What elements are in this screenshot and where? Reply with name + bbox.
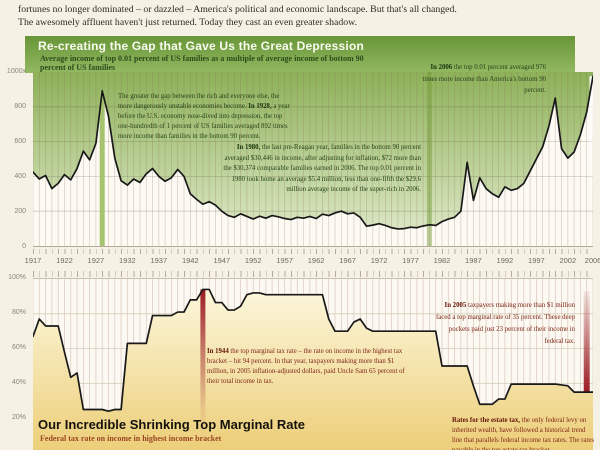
y-axis-label: 20% [11,414,26,421]
x-axis-label: 1962 [307,256,325,265]
annotation-1928-pre: The greater the gap between the rich and… [118,93,280,110]
intro-line-2: The awesomely affluent haven't just retu… [18,17,358,28]
x-axis-label: 2002 [559,256,577,265]
tax-chart-title: Our Incredible Shrinking Top Marginal Ra… [38,417,306,432]
annotation-estate-tax: Rates for the estate tax, the only feder… [452,416,597,450]
x-axis-label: 1917 [24,256,42,265]
gap-chart-subtitle: Average income of top 0.01 percent of US… [40,53,364,73]
annotation-2005-rest: taxpayers making more than $1 million fa… [435,302,575,345]
annotation-1944: In 1944 the top marginal tax rate – the … [207,347,415,387]
x-axis-label: 1952 [244,256,262,265]
annotation-2006: In 2006 the top 0.01 percent averaged 97… [420,62,546,97]
gap-chart-y-axis: 1000x 800 600 400 200 0 [0,68,29,250]
y-axis-label: 1000x [6,68,26,75]
y-axis-label: 40% [11,379,26,386]
annotation-1980-rest: the last pre-Reagan year, families in th… [223,144,421,193]
x-axis-label: 1982 [433,256,451,265]
y-axis-label: 600 [14,138,26,145]
x-axis-label: 1972 [370,256,388,265]
intro-line-1: fortunes no longer dominated – or dazzle… [18,4,457,15]
tax-chart-subtitle: Federal tax rate on income in highest in… [40,434,222,443]
y-axis-label: 80% [11,309,26,316]
x-axis-label: 1927 [87,256,105,265]
x-axis-label: 2006 [584,256,600,265]
x-axis-label: 1977 [402,256,419,265]
year-axis-labels: 1917 1922 1927 1932 1937 1942 1947 1952 1957 1962… [25,256,600,268]
x-axis-label: 1957 [276,256,294,265]
y-axis-label: 60% [11,344,26,351]
gap-chart-title: Re-creating the Gap that Gave Us the Gre… [38,39,365,53]
y-axis-label: 400 [14,173,26,180]
y-axis-label: 800 [14,103,26,110]
intro-text: fortunes no longer dominated – or dazzle… [18,3,584,29]
annotation-1980: In 1980, the last pre-Reagan year, famil… [216,143,421,196]
annotation-1928-lead: In 1928, [248,103,272,110]
annotation-estate-lead: Rates for the estate tax, [452,417,521,424]
annotation-1944-lead: In 1944 [207,348,229,355]
annotation-1980-lead: In 1980, [236,144,261,151]
annotation-1944-rest: the top marginal tax rate – the rate on … [207,348,405,385]
year-tick-marks-bottom [33,271,593,277]
tax-chart-y-axis: 100% 80% 60% 40% 20% [0,274,29,450]
annotation-1928: The greater the gap between the rich and… [118,92,290,142]
gap-chart-plot [33,72,593,247]
gap-chart-header: Re-creating the Gap that Gave Us the Gre… [25,36,575,73]
annotation-2005: In 2005 taxpayers making more than $1 mi… [433,300,575,348]
x-axis-label: 1992 [496,256,514,265]
x-axis-label: 1932 [119,256,136,265]
y-axis-label: 100% [8,274,26,281]
x-axis-label: 1967 [339,256,356,265]
year-tick-marks-top [33,249,593,254]
annotation-2006-lead: In 2006 [430,64,453,71]
x-axis-label: 1922 [56,256,73,265]
x-axis-label: 1937 [150,256,168,265]
y-axis-label: 200 [14,208,26,215]
annotation-1928-rest: a year before the U.S. economy nose-dive… [118,103,290,140]
annotation-2005-lead: In 2005 [444,302,467,309]
x-axis-label: 1997 [528,256,545,265]
tax-chart-plot [33,278,593,450]
x-axis-label: 1987 [465,256,482,265]
annotation-2006-rest: the top 0.01 percent averaged 976 times … [422,64,546,94]
y-axis-label: 0 [22,243,26,250]
x-axis-label: 1947 [213,256,231,265]
x-axis-label: 1942 [181,256,199,265]
annotation-estate-rest: the only federal levy on inherited wealt… [452,417,594,450]
